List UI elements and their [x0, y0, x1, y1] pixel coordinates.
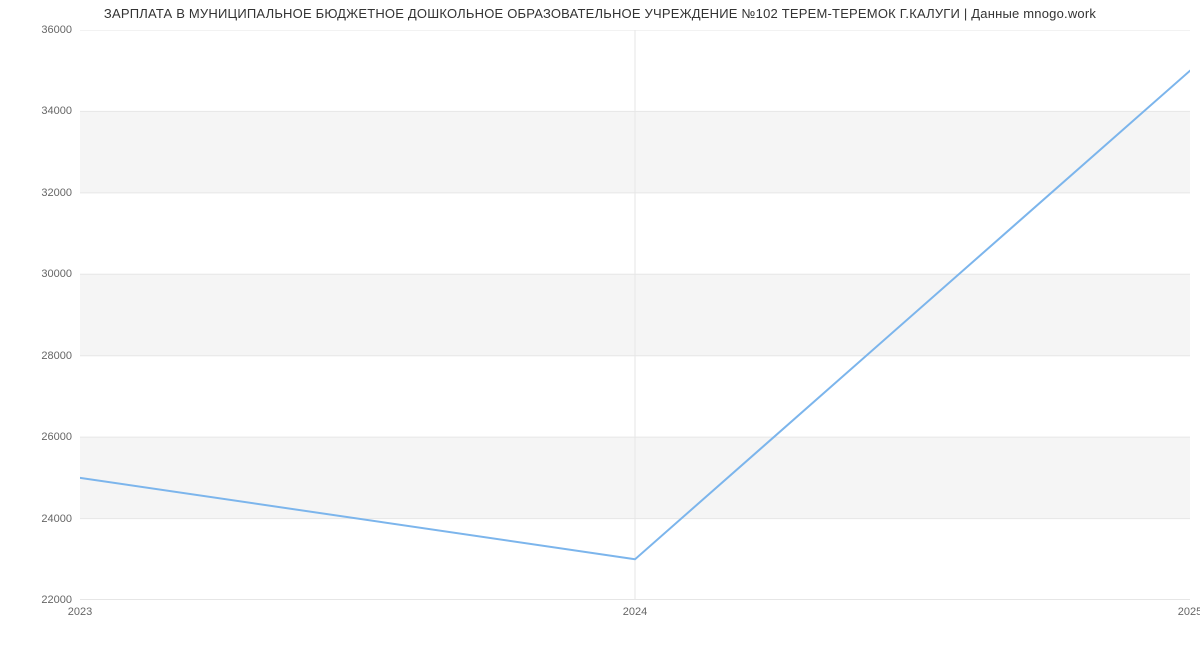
y-tick-label: 28000	[12, 350, 72, 362]
x-tick-label: 2024	[623, 606, 647, 618]
y-tick-label: 22000	[12, 594, 72, 606]
y-tick-label: 36000	[12, 24, 72, 36]
x-tick-label: 2023	[68, 606, 92, 618]
x-tick-label: 2025	[1178, 606, 1200, 618]
y-tick-label: 24000	[12, 513, 72, 525]
y-tick-label: 34000	[12, 105, 72, 117]
plot-area	[80, 30, 1190, 600]
chart-title: ЗАРПЛАТА В МУНИЦИПАЛЬНОЕ БЮДЖЕТНОЕ ДОШКО…	[0, 6, 1200, 21]
chart-svg	[80, 30, 1190, 600]
y-tick-label: 32000	[12, 187, 72, 199]
y-tick-label: 26000	[12, 431, 72, 443]
chart-container: ЗАРПЛАТА В МУНИЦИПАЛЬНОЕ БЮДЖЕТНОЕ ДОШКО…	[0, 0, 1200, 650]
y-tick-label: 30000	[12, 268, 72, 280]
